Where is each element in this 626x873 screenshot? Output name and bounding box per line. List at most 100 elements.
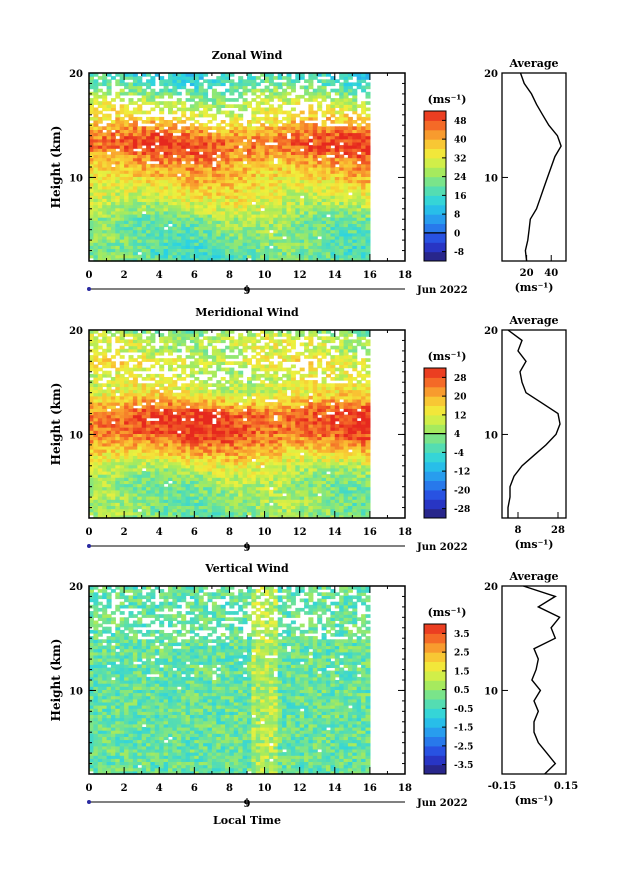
colorbar-segment <box>424 680 446 691</box>
colorbar-tick-label: 20 <box>454 393 467 403</box>
colorbar-unit-label: (ms⁻¹) <box>428 350 467 363</box>
panel-title: Vertical Wind <box>204 562 289 575</box>
colorbar-segment <box>424 452 446 463</box>
day-label: 9 <box>244 543 251 554</box>
colorbar-segment <box>424 652 446 662</box>
colorbar-segment <box>424 689 446 700</box>
profile-line <box>507 329 561 518</box>
panel-3: Vertical Wind Height (km) 0 2 4 6 8 10 12 14 16 18 1… <box>49 562 578 827</box>
x-tick-label: 2 <box>121 527 128 538</box>
x-tick-label: 14 <box>328 270 342 281</box>
profile-title: Average <box>508 314 558 327</box>
colorbar-segment <box>424 489 446 500</box>
colorbar-segment <box>424 186 446 196</box>
colorbar-frame <box>423 367 447 519</box>
colorbar-tick-label: 12 <box>454 411 467 421</box>
colorbar-tick-label: -3.5 <box>454 761 473 771</box>
x-tick-label: 4 <box>156 527 163 538</box>
colorbar-tick-label: -8 <box>454 248 464 258</box>
colorbar-segment <box>424 120 446 131</box>
colorbar-tick-label: 2.5 <box>454 649 470 659</box>
day-label: 9 <box>244 799 251 810</box>
x-tick-label: 0 <box>86 783 93 794</box>
colorbar-frame <box>423 110 447 262</box>
heatmap-cells <box>89 586 371 775</box>
x-tick-label: 16 <box>363 527 377 538</box>
profile-title: Average <box>508 57 558 70</box>
colorbar-segment <box>424 461 446 472</box>
x-tick-label: 6 <box>191 270 198 281</box>
profile-y-tick-label: 20 <box>484 69 498 80</box>
panel-title: Zonal Wind <box>212 49 283 62</box>
x-tick-label: 4 <box>156 783 163 794</box>
profile-x-tick-label: 28 <box>551 525 565 536</box>
profile-y-tick-label: 10 <box>484 430 498 441</box>
heatmap-cells <box>89 330 371 519</box>
profile-frame <box>501 72 567 262</box>
profile-line <box>523 585 561 775</box>
x-tick-label: 2 <box>121 783 128 794</box>
colorbar-segment <box>424 745 446 756</box>
colorbar-segment <box>424 414 446 425</box>
colorbar-segment <box>424 642 446 653</box>
colorbar-segment <box>424 195 446 206</box>
colorbar-segment <box>424 443 446 453</box>
colorbar-tick-label: -4 <box>454 449 464 459</box>
colorbar-segment <box>424 708 446 719</box>
colorbar-segment <box>424 699 446 709</box>
x-tick-label: 10 <box>258 783 272 794</box>
profile-frame <box>501 329 567 519</box>
y-tick-label: 20 <box>69 326 83 337</box>
colorbar-unit-label: (ms⁻¹) <box>428 93 467 106</box>
date-axis-marker <box>87 544 91 548</box>
colorbar-tick-label: 0.5 <box>454 686 470 696</box>
y-tick-label: 10 <box>69 173 83 184</box>
date-label: Jun 2022 <box>416 798 468 809</box>
colorbar-tick-label: 1.5 <box>454 667 470 677</box>
colorbar-segment <box>424 624 446 634</box>
x-tick-label: 2 <box>121 270 128 281</box>
colorbar-segment <box>424 480 446 491</box>
y-tick-label: 20 <box>69 69 83 80</box>
y-tick-label: 20 <box>69 582 83 593</box>
x-tick-label: 4 <box>156 270 163 281</box>
colorbar-tick-label: 24 <box>454 173 467 183</box>
profile-x-tick-label: 20 <box>520 268 534 279</box>
profile-x-axis-label: (ms⁻¹) <box>515 281 554 294</box>
colorbar-tick-label: -28 <box>454 505 470 515</box>
colorbar-segment <box>424 139 446 149</box>
colorbar-segment <box>424 499 446 510</box>
y-tick-label: 10 <box>69 430 83 441</box>
colorbar-segment <box>424 204 446 215</box>
colorbar-segment <box>424 148 446 159</box>
colorbar-segment <box>424 232 446 243</box>
x-tick-label: 14 <box>328 783 342 794</box>
x-tick-label: 8 <box>226 783 233 794</box>
x-tick-label: 8 <box>226 270 233 281</box>
profile-y-tick-label: 10 <box>484 686 498 697</box>
colorbar-segment <box>424 764 446 775</box>
profile-y-tick-label: 10 <box>484 173 498 184</box>
y-tick-label: 10 <box>69 686 83 697</box>
colorbar-segment <box>424 368 446 378</box>
colorbar-tick-label: 16 <box>454 192 467 202</box>
colorbar-segment <box>424 157 446 168</box>
colorbar-segment <box>424 717 446 728</box>
colorbar-segment <box>424 242 446 253</box>
colorbar-tick-label: 40 <box>454 136 467 146</box>
colorbar-tick-label: -0.5 <box>454 705 473 715</box>
colorbar-segment <box>424 727 446 737</box>
date-label: Jun 2022 <box>416 542 468 553</box>
x-tick-label: 0 <box>86 527 93 538</box>
x-tick-label: 12 <box>293 783 307 794</box>
colorbar-segment <box>424 508 446 519</box>
colorbar-segment <box>424 433 446 444</box>
profile-x-tick-label: 0.15 <box>554 781 578 792</box>
colorbar-frame <box>423 623 447 775</box>
colorbar-tick-label: 8 <box>454 211 460 221</box>
x-tick-label: 12 <box>293 270 307 281</box>
panel-2: Meridional Wind Height (km) 0 2 4 6 8 10 12 14 16 1… <box>49 306 567 554</box>
colorbar-unit-label: (ms⁻¹) <box>428 606 467 619</box>
date-axis-marker <box>87 800 91 804</box>
